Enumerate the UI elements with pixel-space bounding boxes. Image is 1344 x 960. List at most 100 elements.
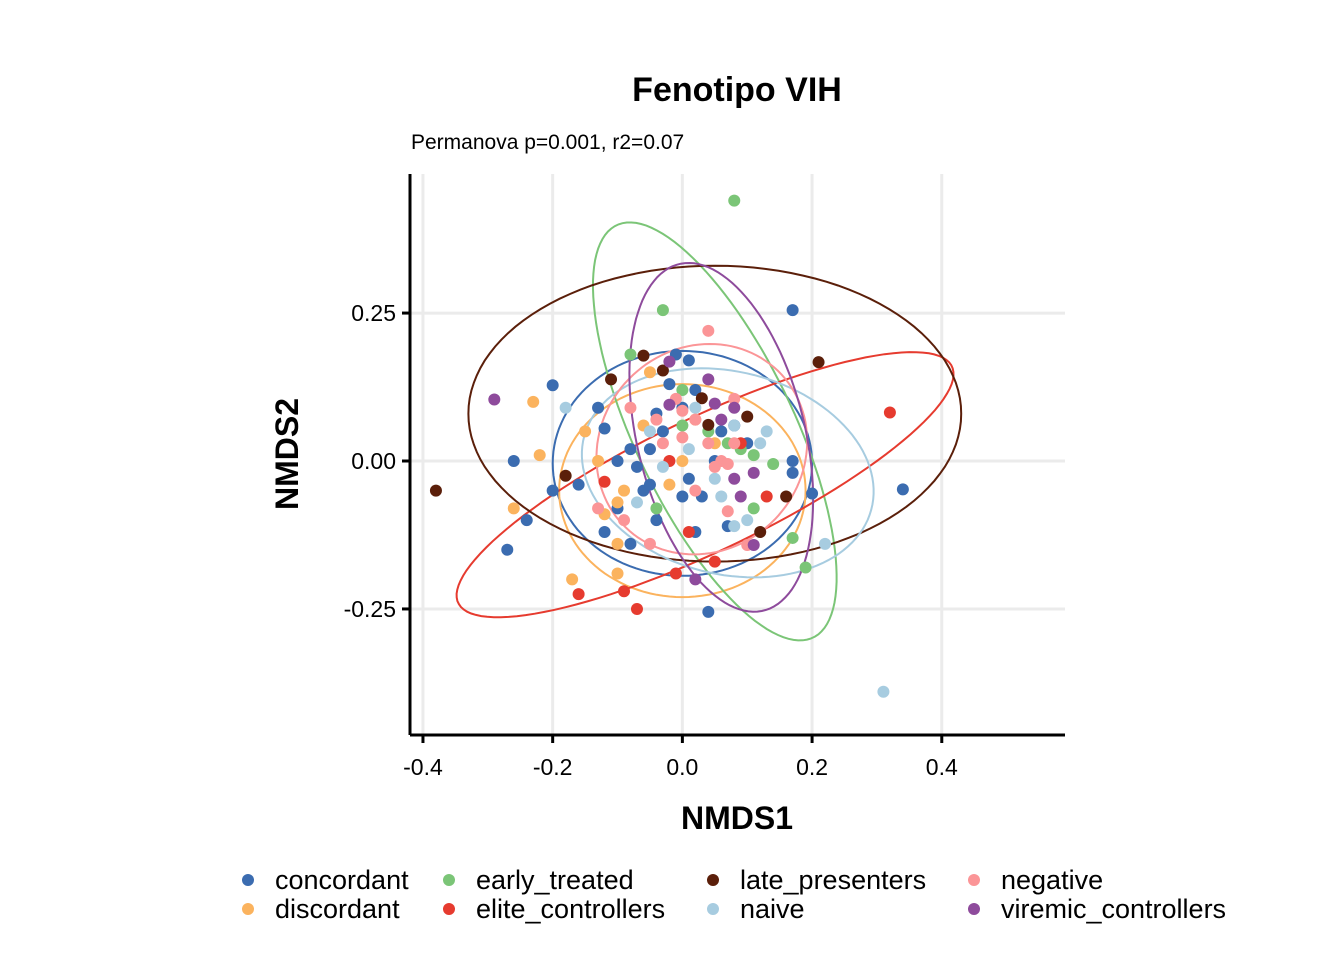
legend-item-discordant: discordant [242,894,400,924]
point-negative [618,514,631,527]
point-concordant [682,472,695,485]
point-naive [715,490,728,503]
legend-key-negative [968,874,980,886]
point-viremic_controllers [728,401,741,414]
point-concordant [656,425,669,438]
point-negative [624,401,637,414]
point-concordant [786,455,799,468]
legend-key-late_presenters [707,874,719,886]
legend-item-naive: naive [707,894,805,924]
point-late_presenters [741,410,754,423]
point-concordant [501,543,514,556]
point-naive [643,425,656,438]
point-viremic_controllers [747,466,760,479]
point-early_treated [624,348,637,361]
point-concordant [715,425,728,438]
point-early_treated [650,502,663,515]
legend-label: discordant [275,894,400,924]
point-negative [643,537,656,550]
point-naive [760,425,773,438]
point-discordant [527,395,540,408]
legend-key-viremic_controllers [968,903,980,915]
point-elite_controllers [618,585,631,598]
point-concordant [520,514,533,527]
point-late_presenters [754,526,767,539]
point-elite_controllers [630,602,643,615]
legend-key-naive [707,903,719,915]
point-concordant [786,304,799,317]
point-elite_controllers [598,475,611,488]
point-late_presenters [702,418,715,431]
point-early_treated [676,383,689,396]
legend-label: naive [740,894,805,924]
legend-label: concordant [275,865,409,895]
point-late_presenters [605,373,618,386]
axis-layer: -0.4 -0.2 0.0 0.2 0.4 -0.25 0.00 0.25 [344,174,1065,780]
legend-label: late_presenters [740,865,926,895]
point-late_presenters [780,490,793,503]
point-late_presenters [559,469,572,482]
point-concordant [689,383,702,396]
legend-label: negative [1001,865,1103,895]
point-late_presenters [695,392,708,405]
point-viremic_controllers [663,355,676,368]
point-concordant [572,478,585,491]
point-early_treated [747,449,760,462]
legend-item-elite_controllers: elite_controllers [443,894,665,924]
point-early_treated [786,531,799,544]
point-naive [689,401,702,414]
point-concordant [630,460,643,473]
point-late_presenters [429,484,442,497]
point-elite_controllers [682,526,695,539]
point-elite_controllers [669,567,682,580]
point-negative [728,437,741,450]
point-viremic_controllers [702,373,715,386]
point-concordant [546,484,559,497]
point-naive [728,520,741,533]
point-discordant [676,455,689,468]
point-negative [656,437,669,450]
x-axis-title: NMDS1 [681,800,793,836]
chart-title: Fenotipo VIH [632,71,842,109]
point-concordant [786,466,799,479]
point-late_presenters [656,364,669,377]
y-tick-label: -0.25 [344,596,396,622]
point-negative [721,505,734,518]
ellipse-early_treated [592,221,838,642]
point-naive [728,419,741,432]
point-concordant [592,401,605,414]
point-concordant [702,605,715,618]
point-viremic_controllers [488,393,501,406]
x-tick-label: 0.2 [796,754,828,780]
legend-key-concordant [242,874,254,886]
point-naive [754,437,767,450]
point-negative [650,413,663,426]
point-viremic_controllers [708,397,721,410]
legend-key-discordant [242,903,254,915]
point-negative [721,457,734,470]
ellipse-elite_controllers [455,351,955,619]
point-naive [656,460,669,473]
point-early_treated [728,194,741,207]
x-tick-label: -0.4 [403,754,443,780]
point-concordant [682,354,695,367]
point-discordant [643,366,656,379]
x-tick-label: -0.2 [533,754,573,780]
point-viremic_controllers [747,539,760,552]
point-discordant [566,573,579,586]
point-naive [559,401,572,414]
point-discordant [618,484,631,497]
point-concordant [676,490,689,503]
point-concordant [624,537,637,550]
x-tick-label: 0.4 [926,754,958,780]
point-concordant [507,455,520,468]
point-negative [728,392,741,405]
point-discordant [611,567,624,580]
point-early_treated [767,457,780,470]
point-viremic_controllers [715,413,728,426]
legend-item-late_presenters: late_presenters [707,865,926,895]
point-negative [689,413,702,426]
point-concordant [598,422,611,435]
point-viremic_controllers [728,472,741,485]
y-axis-title: NMDS2 [269,398,305,510]
